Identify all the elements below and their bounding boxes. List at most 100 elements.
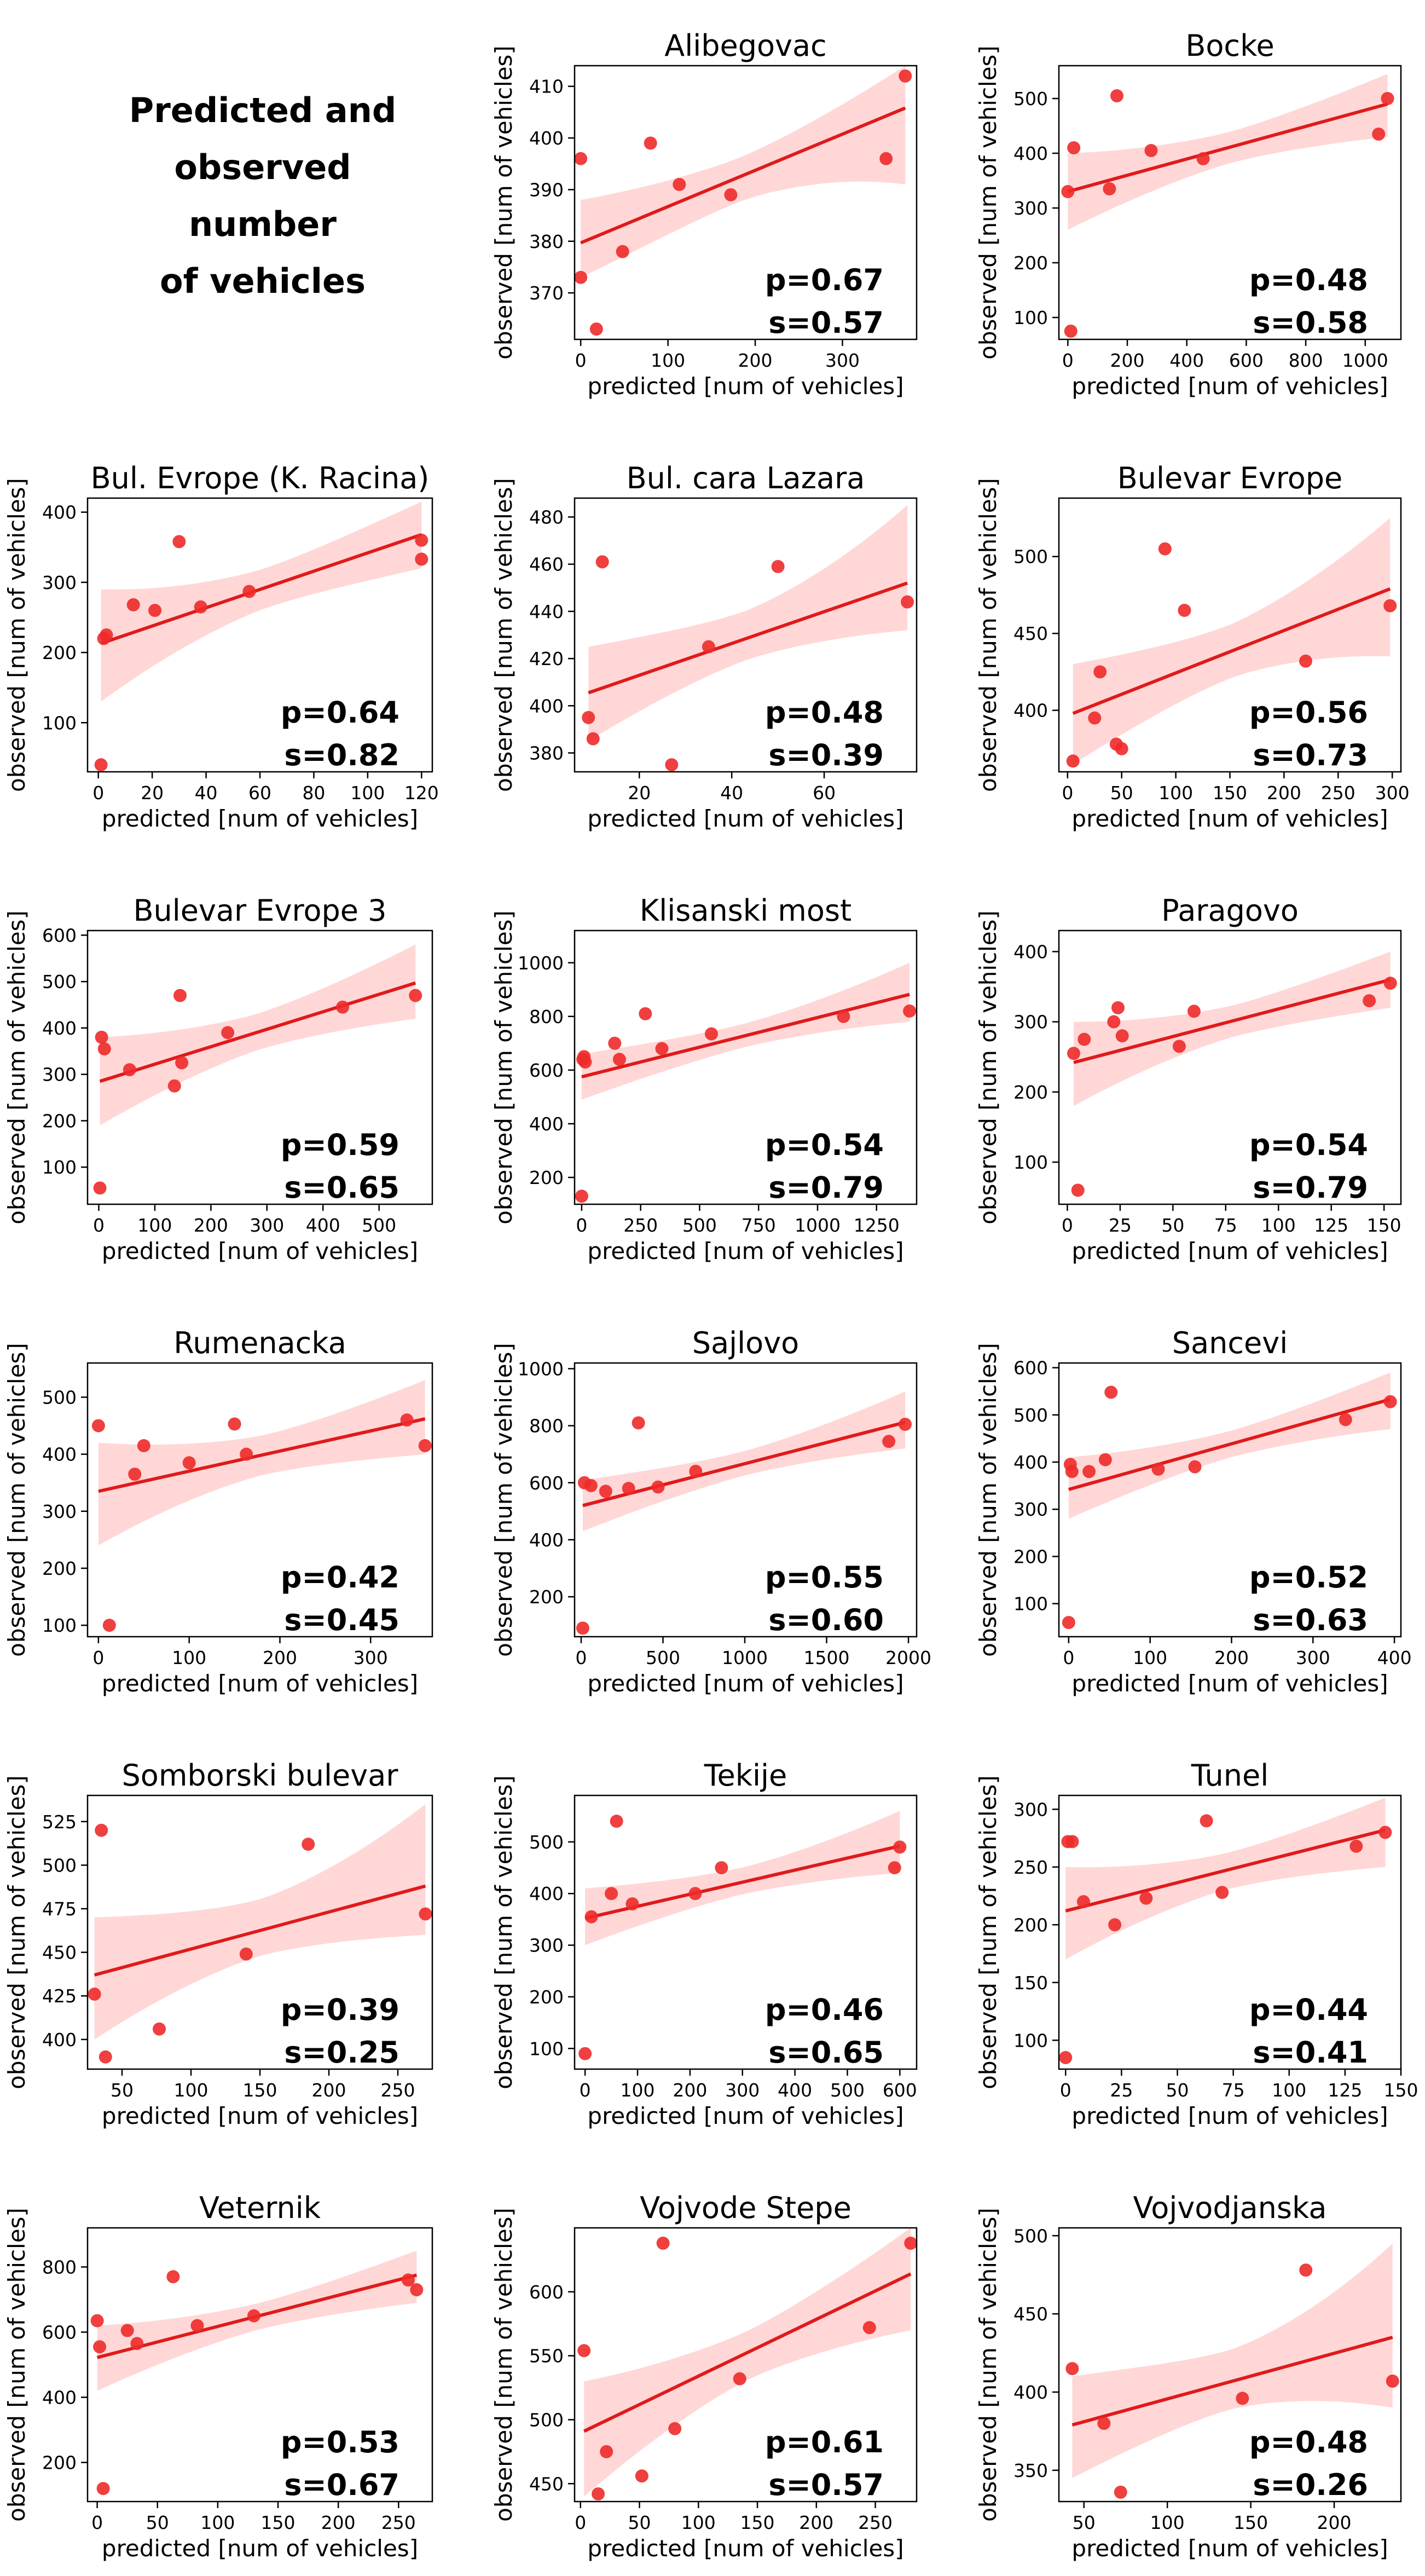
y-tick-label: 200 [42, 642, 77, 663]
x-tick-label: 500 [682, 1215, 717, 1236]
y-tick-label: 1000 [518, 952, 564, 974]
y-tick-label: 300 [1013, 1799, 1048, 1820]
confidence-band [583, 1391, 906, 1532]
data-point [240, 1447, 253, 1461]
p-value-label: p=0.48 [1249, 263, 1368, 297]
x-tick-label: 500 [830, 2080, 865, 2101]
x-tick-label: 1000 [1342, 350, 1388, 371]
y-axis-label: observed [num of vehicles] [490, 478, 517, 792]
data-point [1111, 1001, 1125, 1015]
chart-title: Klisanski most [640, 893, 851, 928]
data-point [899, 1417, 912, 1431]
x-tick-label: 150 [740, 2512, 775, 2533]
y-tick-label: 200 [1013, 1082, 1048, 1103]
x-tick-label: 100 [1158, 782, 1193, 804]
y-axis-label: observed [num of vehicles] [975, 1775, 1001, 2089]
chart-title: Paragovo [1161, 893, 1299, 928]
data-point [575, 152, 588, 165]
plot-area [576, 1391, 912, 1635]
chart-panel: Vojvodjanska 50 100 150 200 350 400 450 500 predi… [975, 2191, 1402, 2562]
data-point [95, 1823, 108, 1837]
x-axis-label: predicted [num of vehicles] [1071, 1670, 1388, 1697]
data-point [608, 1036, 622, 1050]
figure-title-line-2: observed [174, 147, 351, 187]
data-point [893, 1840, 907, 1854]
y-tick-label: 200 [1013, 1546, 1048, 1567]
p-value-label: p=0.42 [281, 1560, 399, 1595]
x-tick-label: 200 [312, 2080, 346, 2101]
x-tick-label: 25 [1109, 1215, 1132, 1236]
y-axis-label: observed [num of vehicles] [490, 45, 517, 360]
figure-title-line-4: of vehicles [160, 261, 366, 301]
x-tick-label: 100 [174, 2080, 208, 2101]
s-value-label: s=0.63 [1253, 1603, 1368, 1637]
plot-frame [1058, 1794, 1402, 2070]
data-point [616, 245, 629, 258]
y-axis-label: observed [num of vehicles] [3, 1775, 30, 2089]
confidence-band [585, 1811, 900, 1945]
y-tick-label: 600 [529, 1060, 564, 1081]
data-point [1062, 1616, 1075, 1630]
chart-title: Vojvode Stepe [640, 2191, 851, 2225]
confidence-band [1065, 1798, 1386, 1960]
x-tick-label: 400 [1169, 350, 1204, 371]
y-tick-label: 400 [529, 1113, 564, 1135]
regression-line [580, 106, 906, 245]
plot-frame [574, 497, 918, 773]
x-tick-label: 1000 [722, 1647, 768, 1668]
plot-frame [86, 929, 433, 1205]
y-tick-label: 480 [529, 506, 564, 528]
data-point [771, 560, 785, 573]
data-point [705, 1027, 718, 1041]
data-point [97, 1042, 111, 1056]
p-value-label: p=0.53 [281, 2425, 399, 2459]
data-point [153, 2022, 166, 2036]
data-point [167, 1079, 181, 1093]
data-point [715, 1861, 728, 1875]
data-point [410, 2283, 424, 2297]
data-point [415, 552, 428, 566]
x-tick-label: 75 [1222, 2080, 1245, 2101]
data-point [1372, 128, 1386, 141]
y-axis-label: observed [num of vehicles] [975, 45, 1001, 360]
data-point [1059, 2051, 1073, 2064]
data-point [1065, 1835, 1079, 1849]
data-point [1082, 1465, 1096, 1478]
p-value-label: p=0.64 [281, 695, 399, 730]
regression-line [588, 581, 908, 695]
s-value-label: s=0.39 [768, 738, 884, 772]
data-point [1108, 1918, 1122, 1932]
y-tick-label: 400 [529, 1529, 564, 1551]
p-value-label: p=0.54 [765, 1128, 884, 1162]
data-point [589, 322, 603, 336]
data-point [100, 628, 113, 642]
chart-panel: Vojvode Stepe 0 50 100 150 200 250 450 500 550 600… [490, 2191, 918, 2562]
x-tick-label: 0 [1062, 350, 1074, 371]
s-value-label: s=0.79 [768, 1170, 884, 1205]
data-point [130, 2337, 144, 2350]
data-point [93, 1181, 107, 1195]
y-tick-label: 425 [42, 1985, 77, 2007]
data-point [1097, 2417, 1111, 2430]
chart-panel: Rumenacka 0 100 200 300 100 200 300 400 500 predic… [3, 1326, 433, 1697]
p-value-label: p=0.46 [765, 1992, 884, 2027]
y-tick-label: 525 [42, 1811, 77, 1833]
x-tick-label: 500 [646, 1647, 680, 1668]
data-point [99, 2050, 112, 2064]
data-point [668, 2422, 682, 2435]
x-tick-label: 50 [1161, 1215, 1184, 1236]
x-tick-label: 200 [321, 2512, 356, 2533]
x-tick-label: 1250 [854, 1215, 900, 1236]
data-point [882, 1435, 896, 1448]
chart-panel: Bul. Evrope (K. Racina) 0 20 40 60 80 100 120 10… [3, 461, 439, 832]
data-point [415, 533, 428, 547]
data-point [584, 1478, 598, 1492]
data-point [90, 2314, 104, 2327]
plot-area [1066, 518, 1397, 768]
data-point [1104, 1385, 1118, 1399]
regression-line [582, 1420, 906, 1508]
y-tick-label: 500 [1013, 2225, 1048, 2246]
chart-title: Tunel [1191, 1758, 1268, 1793]
x-axis-label: predicted [num of vehicles] [587, 373, 903, 400]
